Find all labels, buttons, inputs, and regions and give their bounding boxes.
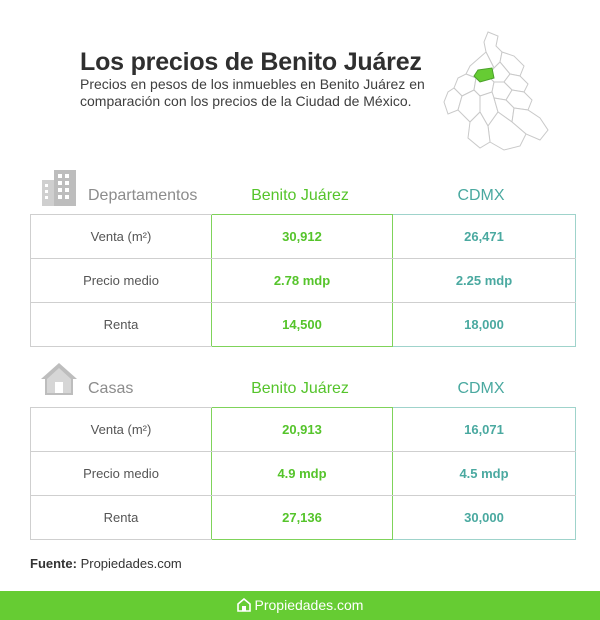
- building-icon: [42, 170, 76, 206]
- table-row: Venta (m²) 30,912 26,471: [30, 214, 576, 259]
- house-icon: [41, 363, 77, 395]
- cdmx-value: 30,000: [392, 495, 576, 540]
- table-row: Precio medio 4.9 mdp 4.5 mdp: [30, 451, 576, 496]
- footer-brand[interactable]: Propiedades.com: [236, 597, 364, 613]
- column-header-cdmx: CDMX: [457, 380, 505, 397]
- section-label: Casas: [88, 380, 134, 397]
- departamentos-price-table: Venta (m²) 30,912 26,471 Precio medio 2.…: [30, 214, 576, 347]
- row-label: Renta: [30, 495, 212, 540]
- benito-juarez-value: 20,913: [211, 407, 393, 452]
- cdmx-value: 26,471: [392, 214, 576, 259]
- benito-juarez-value: 4.9 mdp: [211, 451, 393, 496]
- benito-juarez-value: 14,500: [211, 302, 393, 347]
- row-label: Precio medio: [30, 451, 212, 496]
- propiedades-logo-icon: [236, 597, 251, 612]
- section-header-casas: Casas Benito Juárez CDMX: [30, 363, 572, 408]
- row-label: Venta (m²): [30, 214, 212, 259]
- row-label: Precio medio: [30, 258, 212, 303]
- cdmx-value: 16,071: [392, 407, 576, 452]
- table-row: Renta 14,500 18,000: [30, 302, 576, 347]
- footer-bar: Propiedades.com: [0, 591, 600, 620]
- cdmx-value: 4.5 mdp: [392, 451, 576, 496]
- table-row: Precio medio 2.78 mdp 2.25 mdp: [30, 258, 576, 303]
- page-title: Los precios de Benito Juárez: [80, 48, 422, 76]
- column-header-benito-juarez: Benito Juárez: [251, 380, 349, 397]
- table-row: Venta (m²) 20,913 16,071: [30, 407, 576, 452]
- footer-brand-label: Propiedades.com: [254, 597, 364, 613]
- column-header-benito-juarez: Benito Juárez: [251, 187, 349, 204]
- benito-juarez-value: 27,136: [211, 495, 393, 540]
- page-subtitle: Precios en pesos de los inmuebles en Ben…: [80, 76, 425, 109]
- source-note: Fuente: Propiedades.com: [30, 556, 182, 571]
- table-row: Renta 27,136 30,000: [30, 495, 576, 540]
- cdmx-value: 18,000: [392, 302, 576, 347]
- section-header-departamentos: Departamentos Benito Juárez CDMX: [30, 170, 572, 216]
- cdmx-map-icon: [443, 31, 549, 151]
- row-label: Venta (m²): [30, 407, 212, 452]
- section-label: Departamentos: [88, 187, 198, 204]
- row-label: Renta: [30, 302, 212, 347]
- benito-juarez-value: 30,912: [211, 214, 393, 259]
- source-prefix: Fuente:: [30, 556, 77, 571]
- column-header-cdmx: CDMX: [457, 187, 505, 204]
- source-value: Propiedades.com: [80, 556, 182, 571]
- casas-price-table: Venta (m²) 20,913 16,071 Precio medio 4.…: [30, 407, 576, 540]
- benito-juarez-value: 2.78 mdp: [211, 258, 393, 303]
- cdmx-value: 2.25 mdp: [392, 258, 576, 303]
